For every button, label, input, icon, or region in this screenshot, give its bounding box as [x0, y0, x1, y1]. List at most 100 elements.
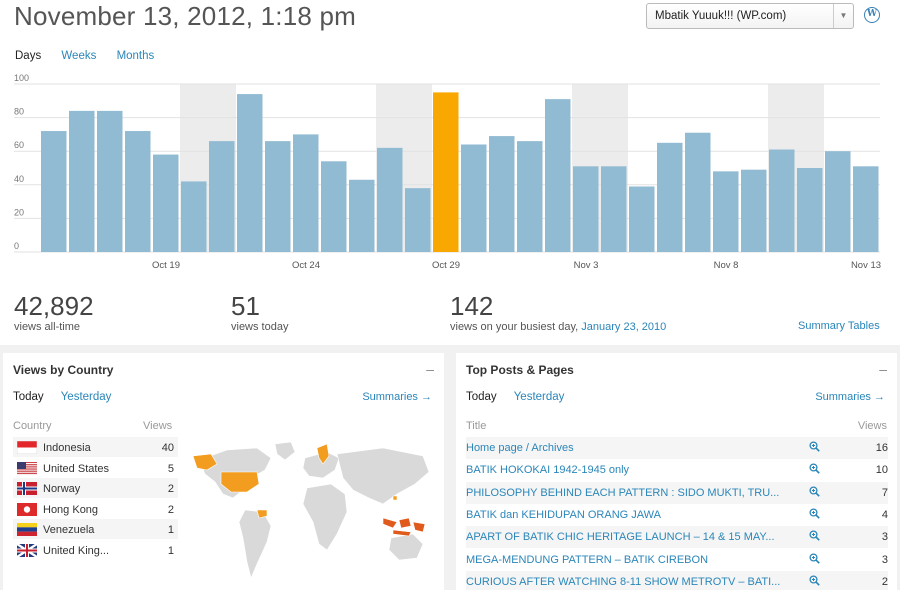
country-name: United King... — [43, 544, 110, 557]
bar[interactable] — [517, 141, 543, 252]
zoom-in-icon[interactable] — [809, 575, 820, 586]
bar[interactable] — [41, 131, 67, 252]
tab-weeks[interactable]: Weeks — [61, 50, 97, 62]
x-tick-label: Oct 24 — [292, 260, 320, 271]
bar[interactable] — [741, 169, 767, 252]
all-time-label: views all-time — [14, 321, 81, 333]
bar[interactable] — [97, 110, 123, 252]
bar[interactable] — [349, 179, 375, 252]
collapse-icon[interactable]: – — [879, 361, 887, 377]
country-row: Venezuela 1 — [13, 519, 178, 539]
zoom-in-icon[interactable] — [809, 508, 820, 519]
bar[interactable] — [265, 141, 291, 252]
col-country-header: Country — [13, 420, 52, 432]
today-value: 51 — [231, 291, 260, 321]
post-title-link[interactable]: PHILOSOPHY BEHIND EACH PATTERN : SIDO MU… — [466, 486, 780, 499]
bar[interactable] — [405, 188, 431, 252]
site-selector[interactable]: Mbatik Yuuuk!!! (WP.com) ▼ — [646, 3, 854, 29]
bar[interactable] — [69, 110, 95, 252]
bar[interactable] — [797, 168, 823, 252]
bar[interactable] — [209, 141, 235, 252]
map-region-indonesia-1[interactable] — [382, 517, 398, 529]
tab-yesterday[interactable]: Yesterday — [60, 391, 112, 403]
bar[interactable] — [685, 132, 711, 252]
post-title-link[interactable]: MEGA-MENDUNG PATTERN – BATIK CIREBON — [466, 553, 709, 566]
posts-summaries-link[interactable]: Summaries → — [815, 391, 885, 403]
bar[interactable] — [321, 161, 347, 252]
bar[interactable] — [125, 131, 151, 252]
map-region-europe[interactable] — [302, 451, 340, 479]
map-region-south-america[interactable] — [238, 509, 272, 579]
bar[interactable] — [713, 171, 739, 252]
bar[interactable] — [629, 186, 655, 252]
map-region-norway[interactable] — [316, 443, 330, 465]
summary-tables-link[interactable]: Summary Tables — [798, 320, 880, 332]
views-by-country-panel: Views by Country – Today Yesterday Summa… — [3, 353, 444, 590]
bar[interactable] — [573, 166, 599, 252]
bar[interactable] — [601, 166, 627, 252]
bar[interactable] — [769, 149, 795, 252]
map-region-alaska[interactable] — [192, 453, 218, 471]
zoom-in-icon[interactable] — [809, 486, 820, 497]
bar[interactable] — [377, 147, 403, 252]
map-region-indonesia-4[interactable] — [412, 521, 426, 533]
bar[interactable] — [545, 99, 571, 253]
post-title-link[interactable]: BATIK dan KEHIDUPAN ORANG JAWA — [466, 508, 661, 521]
bar[interactable] — [489, 136, 515, 252]
today-link[interactable]: views today — [231, 321, 289, 333]
y-tick-label: 20 — [14, 207, 24, 217]
post-title-link[interactable]: BATIK HOKOKAI 1942-1945 only — [466, 464, 630, 477]
tab-today[interactable]: Today — [13, 391, 44, 403]
map-region-venezuela[interactable] — [256, 509, 268, 519]
bar[interactable] — [237, 94, 263, 252]
country-row: United King... 1 — [13, 540, 178, 560]
bar[interactable] — [153, 154, 179, 252]
flag-no-icon — [17, 482, 37, 495]
map-region-indonesia-2[interactable] — [398, 517, 412, 529]
zoom-in-icon[interactable] — [809, 552, 820, 564]
country-views: 1 — [167, 524, 174, 536]
map-region-greenland[interactable] — [274, 441, 296, 461]
post-views: 4 — [881, 508, 888, 521]
bar[interactable] — [461, 144, 487, 252]
bar[interactable] — [657, 142, 683, 252]
country-views: 2 — [167, 483, 174, 495]
tab-months[interactable]: Months — [116, 50, 155, 62]
post-views: 7 — [881, 486, 888, 499]
map-region-australia[interactable] — [388, 533, 424, 561]
chevron-down-icon[interactable]: ▼ — [833, 4, 853, 28]
country-name: Venezuela — [43, 524, 95, 536]
flag-hk-icon — [17, 502, 37, 516]
map-region-africa[interactable] — [302, 483, 348, 551]
bar[interactable] — [293, 134, 319, 252]
wordpress-icon[interactable]: W — [864, 7, 880, 23]
post-title-link[interactable]: APART OF BATIK CHIC HERITAGE LAUNCH – 14… — [466, 531, 775, 544]
tab-yesterday[interactable]: Yesterday — [513, 391, 565, 403]
tab-days[interactable]: Days — [15, 50, 42, 62]
post-title-link[interactable]: CURIOUS AFTER WATCHING 8-11 SHOW METROTV… — [466, 575, 781, 588]
tab-today[interactable]: Today — [466, 391, 497, 403]
bar[interactable] — [181, 181, 207, 252]
map-region-asia[interactable] — [336, 447, 430, 505]
country-row: Norway 2 — [13, 478, 178, 498]
map-region-hong-kong[interactable] — [392, 495, 398, 501]
collapse-icon[interactable]: – — [426, 361, 434, 377]
world-map[interactable] — [187, 438, 437, 588]
x-tick-label: Nov 3 — [574, 260, 599, 271]
zoom-in-icon[interactable] — [809, 530, 820, 541]
zoom-in-icon[interactable] — [809, 463, 820, 475]
bar[interactable] — [853, 166, 879, 252]
country-panel-title: Views by Country — [13, 363, 114, 377]
busiest-date-link[interactable]: January 23, 2010 — [581, 321, 667, 333]
post-views: 16 — [875, 442, 888, 454]
country-day-tabs: Today Yesterday — [13, 391, 125, 403]
post-title-link[interactable]: Home page / Archives — [466, 442, 574, 454]
country-summaries-link[interactable]: Summaries → — [362, 391, 432, 403]
bar[interactable] — [825, 151, 851, 252]
bar[interactable] — [433, 92, 459, 253]
map-region-usa[interactable] — [220, 471, 260, 493]
col-title-header: Title — [466, 420, 487, 432]
zoom-in-icon[interactable] — [809, 441, 820, 452]
y-tick-label: 40 — [14, 174, 24, 184]
map-region-indonesia-3[interactable] — [392, 529, 412, 537]
